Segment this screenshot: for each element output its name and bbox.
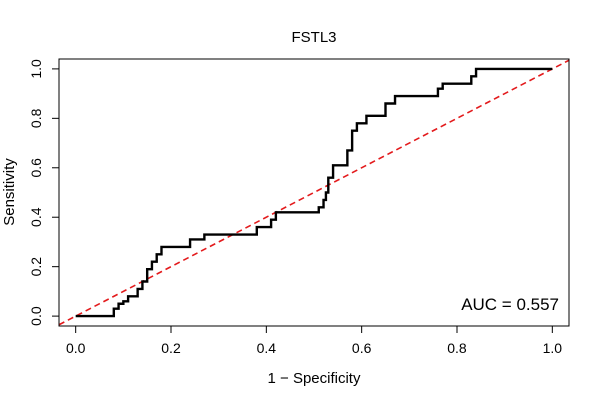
y-tick-label: 0.6 bbox=[28, 158, 44, 178]
auc-annotation: AUC = 0.557 bbox=[461, 295, 559, 314]
y-tick-label: 0.0 bbox=[28, 306, 44, 326]
x-tick-label: 0.8 bbox=[447, 340, 467, 356]
x-axis-label: 1 − Specificity bbox=[268, 370, 361, 387]
plot-area bbox=[58, 59, 570, 326]
roc-curve-line bbox=[75, 67, 553, 318]
y-tick-label: 0.8 bbox=[28, 108, 44, 128]
y-tick-label: 0.2 bbox=[28, 257, 44, 277]
x-tick-label: 0.0 bbox=[66, 340, 86, 356]
y-tick-label: 0.4 bbox=[28, 207, 44, 227]
plot-frame bbox=[58, 58, 570, 327]
chart-title: FSTL3 bbox=[291, 29, 336, 46]
y-axis-label: Sensitivity bbox=[1, 158, 18, 226]
x-tick-label: 0.4 bbox=[257, 340, 277, 356]
x-tick-label: 0.2 bbox=[161, 340, 181, 356]
x-tick-label: 0.6 bbox=[352, 340, 372, 356]
y-tick-label: 1.0 bbox=[28, 59, 44, 79]
x-tick-label: 1.0 bbox=[543, 340, 563, 356]
